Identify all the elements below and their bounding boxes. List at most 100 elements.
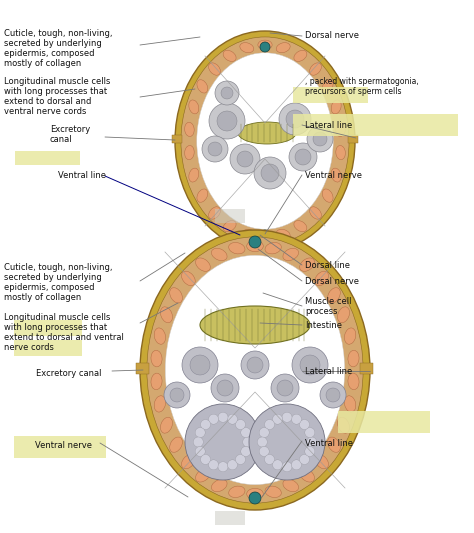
Circle shape (217, 111, 237, 131)
Circle shape (273, 414, 283, 424)
Circle shape (164, 382, 190, 408)
Text: Ventral line: Ventral line (58, 172, 106, 181)
Circle shape (289, 143, 317, 171)
Text: Muscle cell: Muscle cell (305, 296, 352, 305)
Text: secreted by underlying: secreted by underlying (4, 38, 102, 47)
Text: canal: canal (50, 135, 73, 144)
Ellipse shape (197, 189, 208, 202)
Circle shape (271, 374, 299, 402)
Circle shape (259, 447, 269, 456)
Circle shape (218, 413, 228, 422)
Circle shape (201, 419, 210, 430)
Ellipse shape (182, 454, 195, 469)
Circle shape (230, 144, 260, 174)
Circle shape (215, 81, 239, 105)
Ellipse shape (345, 328, 356, 344)
Ellipse shape (258, 232, 272, 242)
Text: secreted by underlying: secreted by underlying (4, 273, 102, 282)
Circle shape (300, 455, 310, 464)
Circle shape (236, 455, 246, 464)
Text: Ventral line: Ventral line (305, 439, 353, 448)
Circle shape (211, 374, 239, 402)
Ellipse shape (165, 255, 345, 484)
Bar (338, 411, 430, 433)
Circle shape (307, 437, 317, 447)
Ellipse shape (154, 328, 165, 344)
Circle shape (295, 149, 311, 165)
Circle shape (209, 103, 245, 139)
Ellipse shape (240, 43, 254, 53)
Ellipse shape (328, 288, 340, 303)
Text: , packed with spermatogonia,: , packed with spermatogonia, (305, 77, 419, 85)
Circle shape (300, 419, 310, 430)
Circle shape (182, 347, 218, 383)
Circle shape (247, 357, 263, 373)
Ellipse shape (328, 437, 340, 453)
Text: ventral nerve cords: ventral nerve cords (4, 107, 86, 116)
Circle shape (307, 126, 333, 152)
Text: Cuticle, tough, non-living,: Cuticle, tough, non-living, (4, 263, 112, 272)
Circle shape (320, 382, 346, 408)
Ellipse shape (310, 63, 321, 75)
Ellipse shape (196, 258, 210, 271)
Circle shape (190, 355, 210, 375)
Text: Longitudinal muscle cells: Longitudinal muscle cells (4, 77, 110, 85)
Ellipse shape (331, 168, 341, 182)
Bar (14, 320, 82, 336)
Ellipse shape (154, 395, 165, 412)
Circle shape (282, 413, 292, 422)
Circle shape (236, 419, 246, 430)
Ellipse shape (200, 306, 310, 344)
Circle shape (193, 437, 203, 447)
Bar (172, 135, 182, 143)
Ellipse shape (211, 248, 227, 261)
Text: precursors of sperm cells: precursors of sperm cells (305, 86, 401, 95)
Circle shape (313, 132, 327, 146)
Circle shape (195, 447, 205, 456)
Circle shape (243, 437, 253, 447)
Text: process: process (305, 306, 337, 316)
Ellipse shape (170, 288, 182, 303)
Text: Cuticle, tough, non-living,: Cuticle, tough, non-living, (4, 28, 112, 37)
Ellipse shape (322, 80, 333, 93)
Circle shape (249, 404, 325, 480)
Ellipse shape (315, 271, 328, 286)
Circle shape (237, 151, 253, 167)
Circle shape (257, 437, 267, 447)
Bar (15, 151, 80, 165)
Text: epidermis, composed: epidermis, composed (4, 284, 94, 293)
Text: Ventral nerve: Ventral nerve (305, 171, 362, 180)
Circle shape (292, 414, 301, 424)
Text: Dorsal line: Dorsal line (305, 261, 350, 270)
Ellipse shape (300, 258, 314, 271)
Circle shape (241, 447, 251, 456)
Circle shape (326, 388, 340, 402)
Ellipse shape (322, 189, 333, 202)
Text: Excretory: Excretory (50, 125, 90, 134)
Ellipse shape (247, 240, 263, 252)
Bar (215, 511, 245, 525)
Circle shape (261, 164, 279, 182)
Ellipse shape (258, 40, 272, 50)
Text: mostly of collagen: mostly of collagen (4, 59, 81, 68)
Circle shape (201, 455, 210, 464)
Bar (361, 362, 374, 374)
Bar (293, 114, 458, 136)
Circle shape (264, 419, 274, 430)
Ellipse shape (300, 469, 314, 482)
Ellipse shape (151, 350, 162, 367)
Circle shape (195, 427, 205, 438)
Ellipse shape (140, 230, 370, 510)
Text: Longitudinal muscle cells: Longitudinal muscle cells (4, 313, 110, 322)
Ellipse shape (147, 237, 363, 503)
Circle shape (208, 142, 222, 156)
Ellipse shape (182, 271, 195, 286)
Circle shape (300, 355, 320, 375)
Bar (215, 209, 245, 223)
Ellipse shape (265, 243, 282, 254)
Ellipse shape (238, 122, 296, 144)
Ellipse shape (276, 43, 290, 53)
Circle shape (277, 380, 293, 396)
Ellipse shape (189, 100, 199, 114)
Ellipse shape (161, 417, 173, 433)
